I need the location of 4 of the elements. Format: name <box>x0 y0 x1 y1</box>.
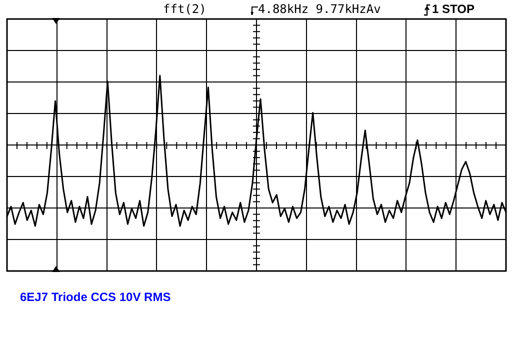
text: 6EJ7 Triode CCS 10V RMS <box>20 290 171 304</box>
text: fft(2) <box>163 2 206 16</box>
text: 1 STOP <box>432 2 474 16</box>
text: 4.88kHz 9.77kHzAv <box>258 2 381 16</box>
